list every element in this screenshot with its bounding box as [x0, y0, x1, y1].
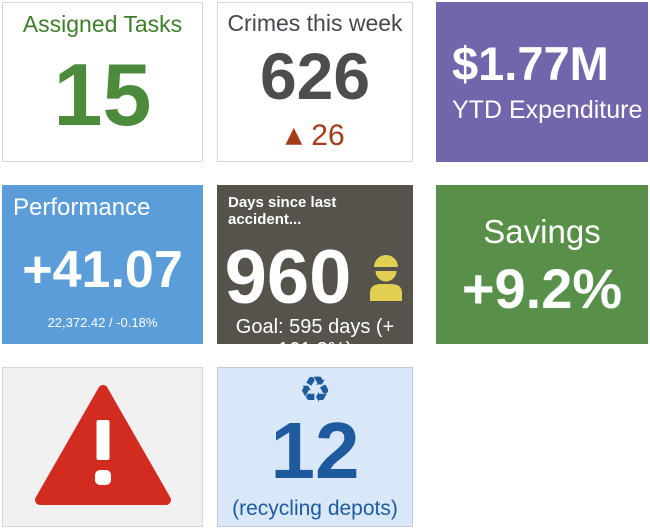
crimes-week-tile: Crimes this week 626 ▲ 26: [217, 2, 413, 162]
performance-title: Performance: [13, 194, 151, 221]
warning-triangle-icon: [33, 382, 173, 513]
ytd-expenditure-tile: $1.77M YTD Expenditure: [436, 2, 648, 162]
performance-tile: Performance +41.07 22,372.42 / -0.18%: [2, 185, 203, 344]
performance-detail: 22,372.42 / -0.18%: [47, 315, 158, 330]
person-icon: [367, 251, 405, 306]
savings-title: Savings: [483, 212, 601, 250]
up-triangle-icon: ▲: [285, 123, 303, 148]
savings-tile: Savings +9.2%: [436, 185, 648, 344]
ytd-expenditure-label: YTD Expenditure: [452, 96, 643, 125]
performance-value: +41.07: [22, 241, 183, 299]
assigned-tasks-title: Assigned Tasks: [22, 11, 183, 37]
ytd-expenditure-value: $1.77M: [452, 36, 609, 90]
days-since-accident-title: Days since last accident...: [228, 194, 337, 228]
recycling-value: 12: [270, 406, 360, 495]
assigned-tasks-tile: Assigned Tasks 15: [2, 2, 203, 162]
days-since-accident-value: 960: [224, 235, 352, 320]
days-since-accident-tile: Days since last accident... 960 Goal: 59…: [217, 185, 413, 361]
recycling-tile: ♻ 12 (recycling depots): [217, 367, 413, 527]
days-since-accident-goal: Goal: 595 days (+ 161.3%): [235, 316, 395, 361]
warning-tile: [2, 367, 203, 527]
recycle-icon: ♻: [298, 370, 332, 411]
recycling-label: (recycling depots): [232, 497, 398, 520]
savings-value: +9.2%: [461, 256, 623, 320]
crimes-week-delta: ▲ 26: [285, 119, 344, 153]
crimes-week-delta-value: 26: [311, 119, 345, 152]
assigned-tasks-value: 15: [53, 44, 152, 144]
crimes-week-value: 626: [259, 39, 371, 113]
crimes-week-title: Crimes this week: [227, 10, 403, 36]
days-since-accident-main: 960: [224, 235, 405, 320]
